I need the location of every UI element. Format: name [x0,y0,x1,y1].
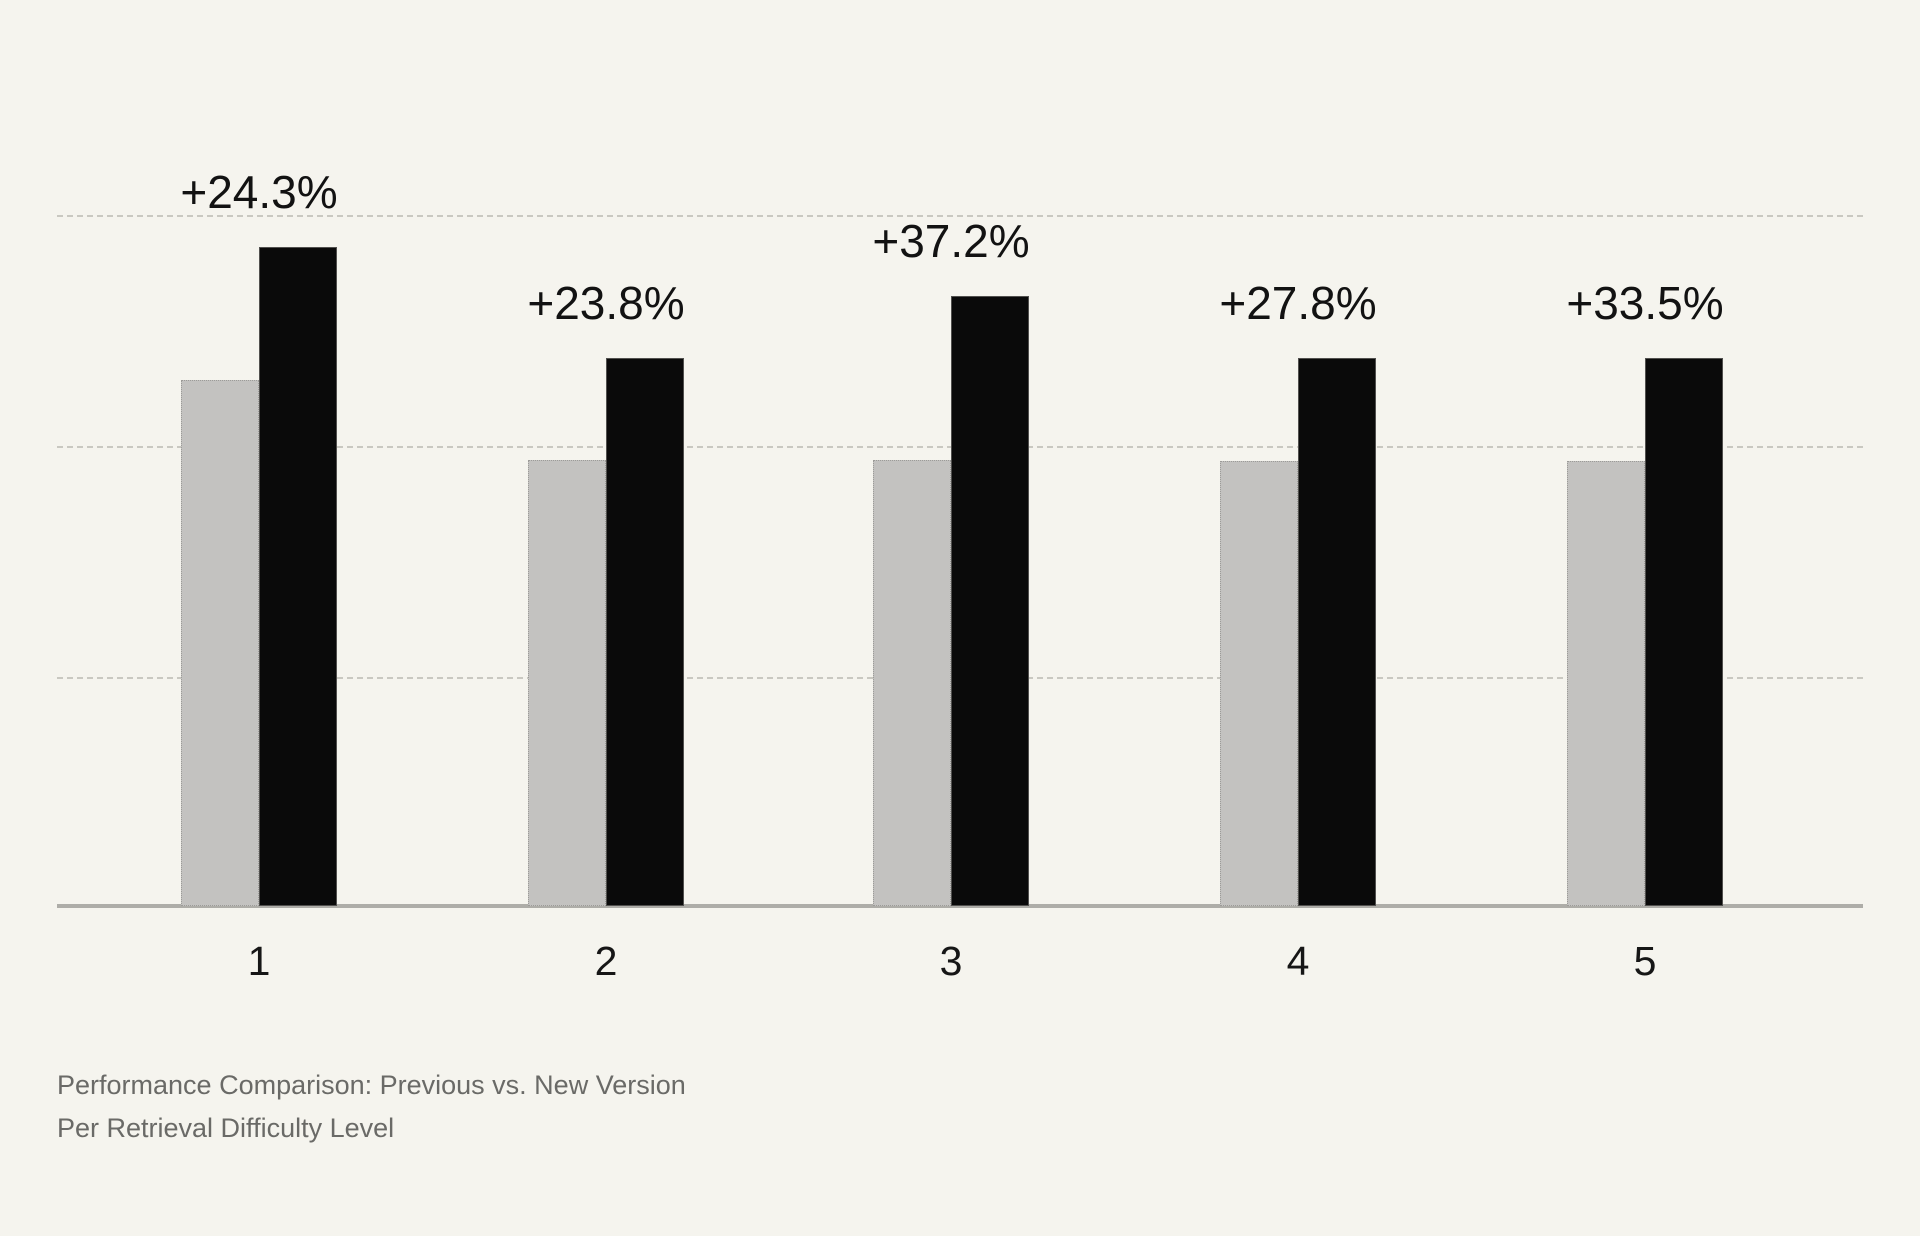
x-tick-label-5: 5 [1633,938,1657,984]
x-axis-line [57,904,1863,908]
improvement-label-level-5: +33.5% [1566,277,1724,329]
bar-new-level-4 [1298,358,1376,906]
improvement-label-level-3: +37.2% [872,215,1030,267]
bar-previous-level-5 [1567,461,1645,906]
bar-new-level-5 [1645,358,1723,906]
bar-new-level-2 [606,358,684,906]
improvement-label-level-2: +23.8% [527,277,685,329]
bar-new-level-1 [259,247,337,906]
bar-previous-level-3 [873,460,951,906]
gridline-1 [57,215,1863,217]
bar-previous-level-4 [1220,461,1298,906]
improvement-label-level-4: +27.8% [1219,277,1377,329]
caption-subtitle: Per Retrieval Difficulty Level [57,1113,395,1143]
bar-previous-level-1 [181,380,259,906]
x-tick-label-1: 1 [247,938,271,984]
improvement-label-level-1: +24.3% [180,166,338,218]
x-tick-label-3: 3 [939,938,963,984]
bar-new-level-3 [951,296,1029,906]
x-tick-label-2: 2 [594,938,618,984]
x-tick-label-4: 4 [1286,938,1310,984]
bar-previous-level-2 [528,460,606,906]
chart-caption: Performance Comparison: Previous vs. New… [57,1064,686,1150]
caption-title: Performance Comparison: Previous vs. New… [57,1070,686,1100]
